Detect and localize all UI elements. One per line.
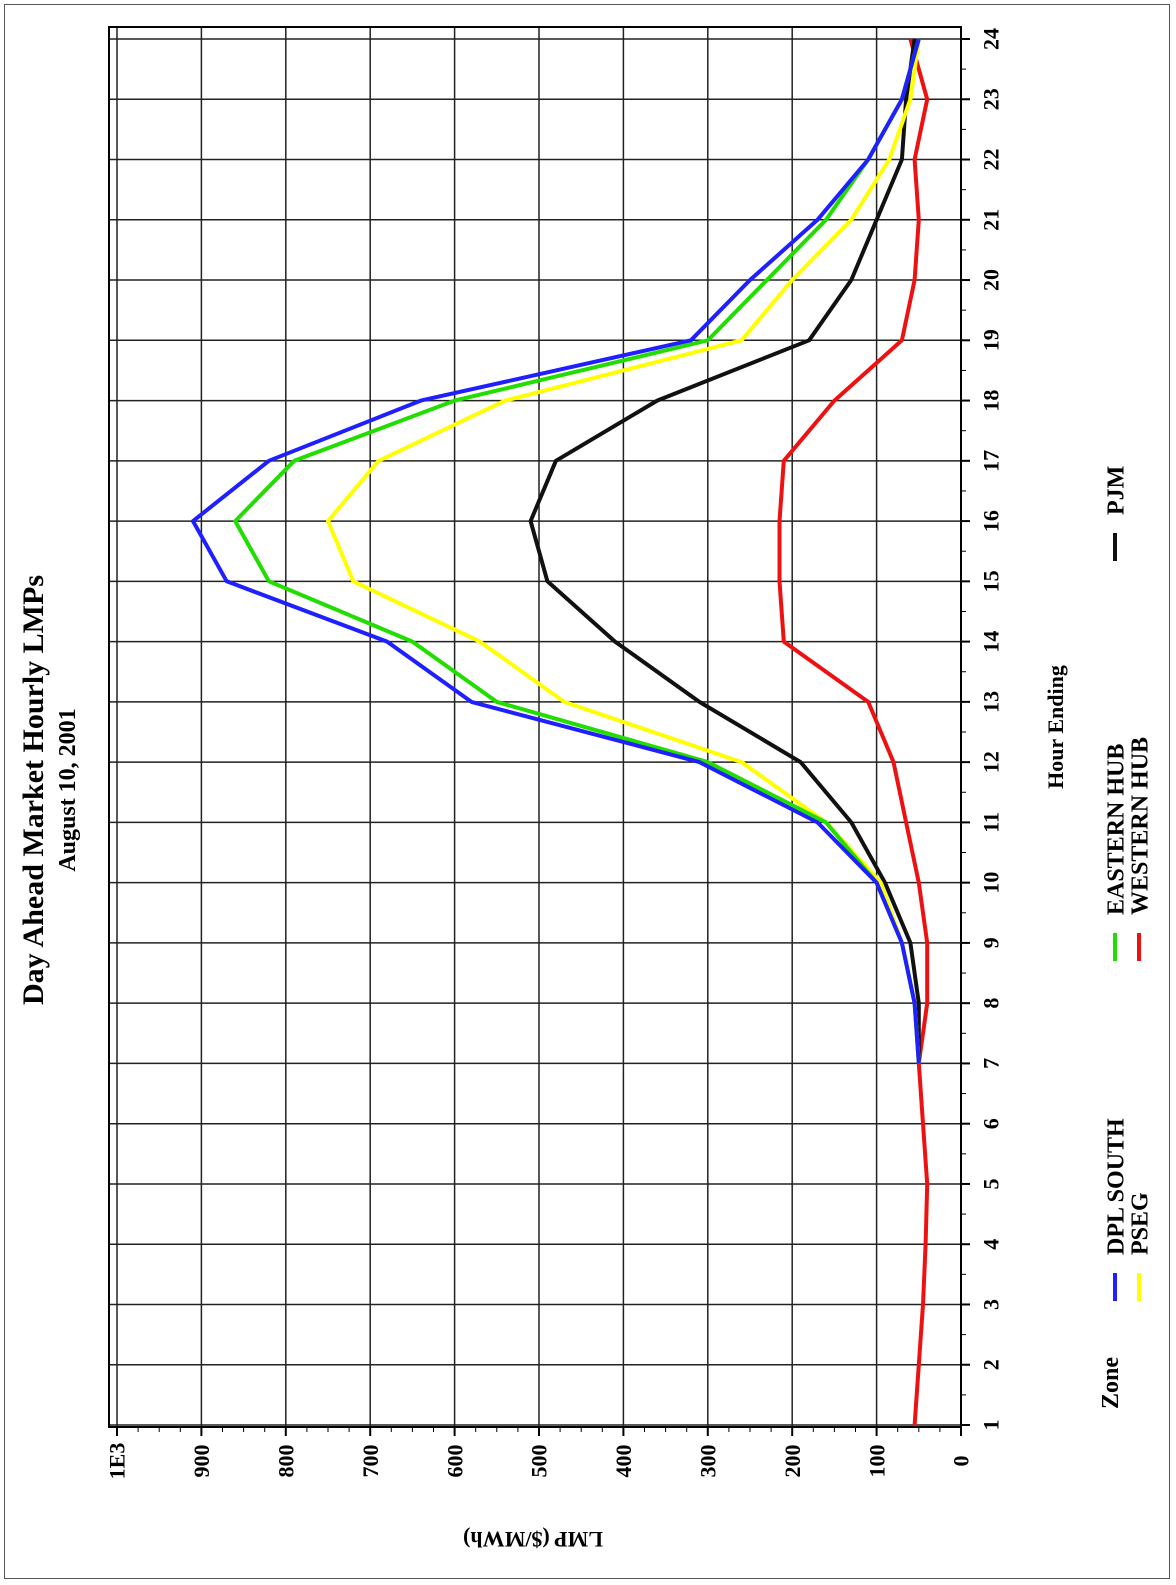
y-axis-ticks: 0 100 200 300 400 500 600 700 800 900 1E3 [105,1427,974,1479]
x-tick-label: 18 [979,390,1004,412]
series-line-eastern-hub [233,38,921,1064]
legend-label-eastern-hub: EASTERN HUB [1103,744,1129,915]
y-tick-label: 900 [189,1445,214,1478]
x-tick-label: 1 [979,1420,1004,1431]
x-tick-label: 14 [979,631,1004,653]
y-tick-label: 800 [274,1445,299,1478]
legend-label-dpl-south: DPL SOUTH [1103,1118,1129,1255]
y-tick-label: 1E3 [105,1443,130,1480]
plot-border [108,26,962,1428]
x-tick-label: 6 [979,1118,1004,1129]
x-axis-title: Hour Ending [1043,665,1068,789]
series-line-pjm [528,38,921,1064]
x-tick-label: 20 [979,269,1004,291]
x-tick-label: 3 [979,1299,1004,1310]
x-tick-label: 2 [979,1359,1004,1370]
x-tick-label: 21 [979,209,1004,231]
plot-series [191,38,930,1426]
series-line-western-hub [777,38,930,1426]
legend-label-pjm: PJM [1103,466,1129,515]
x-tick-label: 10 [979,872,1004,894]
chart-titles: Day Ahead Market Hourly LMPs August 10, … [17,575,81,1005]
lmp-line-chart: Day Ahead Market Hourly LMPs August 10, … [17,26,1153,1552]
chart-frame: Day Ahead Market Hourly LMPs August 10, … [4,4,1170,1579]
series-line-dpl-south [191,38,921,1064]
y-tick-label: 600 [442,1445,467,1478]
x-tick-label: 17 [979,450,1004,472]
y-tick-label: 700 [358,1445,383,1478]
x-tick-label: 19 [979,329,1004,351]
y-tick-label: 400 [611,1445,636,1478]
x-tick-label: 9 [979,937,1004,948]
y-tick-label: 200 [780,1445,805,1478]
y-tick-label: 100 [864,1445,889,1478]
x-tick-label: 4 [979,1239,1004,1250]
chart-title: Day Ahead Market Hourly LMPs [17,575,50,1005]
y-tick-label: 0 [949,1456,974,1467]
legend-label-western-hub: WESTERN HUB [1127,737,1153,915]
x-tick-label: 24 [979,28,1004,50]
legend-title: Zone [1098,1357,1124,1409]
x-tick-label: 11 [979,812,1004,833]
x-tick-label: 5 [979,1178,1004,1189]
y-axis-title: LMP ($/MWh) [463,1527,603,1552]
x-tick-label: 13 [979,691,1004,713]
x-tick-label: 23 [979,88,1004,110]
x-tick-label: 22 [979,149,1004,171]
chart-subtitle: August 10, 2001 [55,708,81,871]
y-tick-label: 300 [696,1445,721,1478]
x-tick-label: 8 [979,998,1004,1009]
x-tick-label: 16 [979,510,1004,532]
series-line-pseg [326,38,921,1064]
x-tick-label: 15 [979,570,1004,592]
legend-label-pseg: PSEG [1127,1192,1153,1255]
x-tick-label: 12 [979,751,1004,773]
x-tick-label: 7 [979,1058,1004,1069]
y-tick-label: 500 [527,1445,552,1478]
